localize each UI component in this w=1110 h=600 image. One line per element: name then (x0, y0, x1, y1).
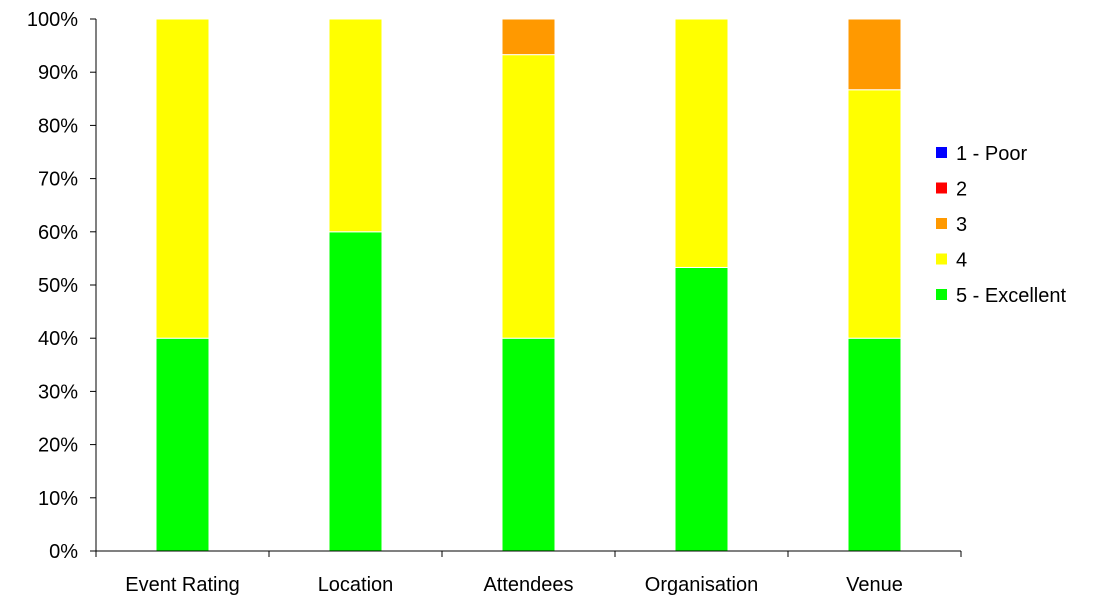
bar-venue-5-excellent (847, 337, 902, 552)
x-category-label-organisation: Organisation (645, 574, 758, 596)
bar-organisation-4 (674, 18, 729, 268)
y-tick-label: 60% (38, 222, 78, 244)
bar-location-5-excellent (328, 231, 383, 552)
y-tick-label: 30% (38, 381, 78, 403)
bar-event-rating-4 (155, 18, 210, 339)
bar-attendees-4 (501, 54, 556, 339)
legend-swatch-2 (936, 182, 947, 194)
legend: 1 - Poor 2 3 4 5 - Excellent (936, 143, 1066, 307)
y-tick-label: 50% (38, 275, 78, 297)
x-category-label-event-rating: Event Rating (125, 574, 240, 596)
legend-swatch-1-poor (936, 147, 947, 158)
bar-attendees-5-excellent (501, 337, 556, 552)
legend-label-3: 3 (956, 214, 967, 236)
x-category-label-attendees: Attendees (483, 574, 573, 596)
bar-venue-3 (847, 18, 902, 91)
x-category-label-location: Location (318, 574, 394, 596)
legend-label-1-poor: 1 - Poor (956, 143, 1027, 165)
bar-event-rating-5-excellent (155, 337, 210, 552)
legend-label-4: 4 (956, 250, 967, 272)
y-tick-label: 40% (38, 328, 78, 350)
y-tick-label: 20% (38, 435, 78, 457)
bar-organisation-5-excellent (674, 266, 729, 552)
axes-group: 0% 10% 20% 30% 40% 50% 60% 70% 80% 90% 100% Event R… (27, 9, 962, 596)
legend-swatch-5-excellent (936, 289, 947, 300)
legend-swatch-3 (936, 218, 947, 229)
y-tick-label: 0% (49, 541, 78, 563)
x-category-label-venue: Venue (846, 574, 903, 596)
legend-label-5-excellent: 5 - Excellent (956, 285, 1066, 307)
legend-label-2: 2 (956, 179, 967, 201)
y-tick-label: 10% (38, 488, 78, 510)
bar-venue-4 (847, 89, 902, 339)
y-tick-label: 100% (27, 9, 78, 31)
y-tick-label: 70% (38, 169, 78, 191)
y-tick-label: 90% (38, 62, 78, 84)
bars-group (155, 18, 902, 552)
legend-swatch-4 (936, 253, 947, 265)
bar-location-4 (328, 18, 383, 233)
bar-attendees-3 (501, 18, 556, 56)
y-tick-label: 80% (38, 115, 78, 137)
